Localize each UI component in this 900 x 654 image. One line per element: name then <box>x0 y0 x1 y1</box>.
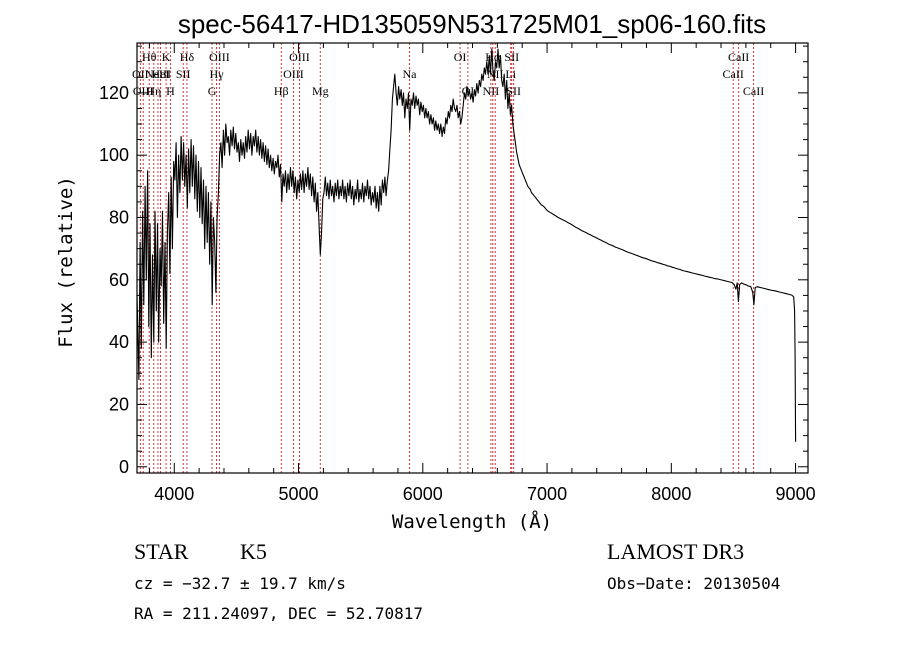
line-marker-label: G <box>208 84 217 98</box>
x-tick-label: 6000 <box>403 484 443 504</box>
line-marker-labels: OIIOIIIHθHηNeIIIHeIKHSIIHδGHγOIIIHβOIIIO… <box>132 50 764 98</box>
x-tick-label: 9000 <box>776 484 816 504</box>
y-tick-label: 40 <box>109 332 129 352</box>
line-marker-label: CaII <box>723 67 744 81</box>
redshift-velocity: cz = −32.7 ± 19.7 km/s <box>134 574 346 593</box>
x-tick-label: 7000 <box>527 484 567 504</box>
line-marker-label: Hη <box>146 84 161 98</box>
chart-title: spec-56417-HD135059N531725M01_sp06-160.f… <box>178 9 766 39</box>
line-marker-label: NeIII <box>145 67 171 81</box>
line-marker-label: CaII <box>743 84 764 98</box>
line-marker-label: OIII <box>209 50 230 64</box>
plot-frame <box>136 42 809 474</box>
line-marker-label: SII <box>506 84 521 98</box>
line-marker-label: OIII <box>289 50 310 64</box>
line-marker-label: Hγ <box>210 67 225 81</box>
object-class: STAR <box>134 539 189 564</box>
y-tick-label: 0 <box>119 457 129 477</box>
line-marker-label: OIII <box>283 67 304 81</box>
survey-name: LAMOST DR3 <box>607 539 744 564</box>
line-marker-label: CaII <box>728 50 749 64</box>
x-tick-label: 4000 <box>154 484 194 504</box>
x-tick-label: 5000 <box>279 484 319 504</box>
line-marker-label: HeI <box>151 67 169 81</box>
x-axis-ticks: 4000 5000 6000 7000 8000 9000 <box>148 43 816 504</box>
line-marker-label: NII <box>483 84 500 98</box>
line-marker-label: Hδ <box>180 50 195 64</box>
line-markers <box>139 43 755 473</box>
line-marker-label: H <box>166 84 175 98</box>
y-tick-label: 100 <box>99 145 129 165</box>
line-marker-label: Na <box>403 67 418 81</box>
x-axis-label: Wavelength (Å) <box>392 510 552 533</box>
line-marker-label: Hβ <box>274 84 289 98</box>
line-marker-label: Mg <box>312 84 329 98</box>
line-marker-label: K <box>162 50 171 64</box>
y-axis-label: Flux (relative) <box>55 176 77 348</box>
x-tick-label: 8000 <box>651 484 691 504</box>
line-marker-label: OI <box>454 50 467 64</box>
spectrum-series <box>136 48 797 442</box>
observation-date: Obs−Date: 20130504 <box>607 574 780 593</box>
ra-dec-coordinates: RA = 211.24097, DEC = 52.70817 <box>134 604 423 623</box>
line-marker-label: SII <box>504 50 519 64</box>
line-marker-label: OIII <box>133 84 154 98</box>
spectrum-line <box>136 48 797 442</box>
line-marker-label: SII <box>176 67 191 81</box>
line-marker-label: Li <box>505 67 516 81</box>
y-tick-label: 20 <box>109 394 129 414</box>
line-marker-label: OII <box>132 67 149 81</box>
y-axis-ticks: 0 20 40 60 80 100 120 <box>99 45 808 477</box>
line-marker-label: Hθ <box>142 50 157 64</box>
object-subclass: K5 <box>240 539 267 564</box>
y-tick-label: 80 <box>109 207 129 227</box>
y-tick-label: 60 <box>109 270 129 290</box>
y-tick-label: 120 <box>99 83 129 103</box>
